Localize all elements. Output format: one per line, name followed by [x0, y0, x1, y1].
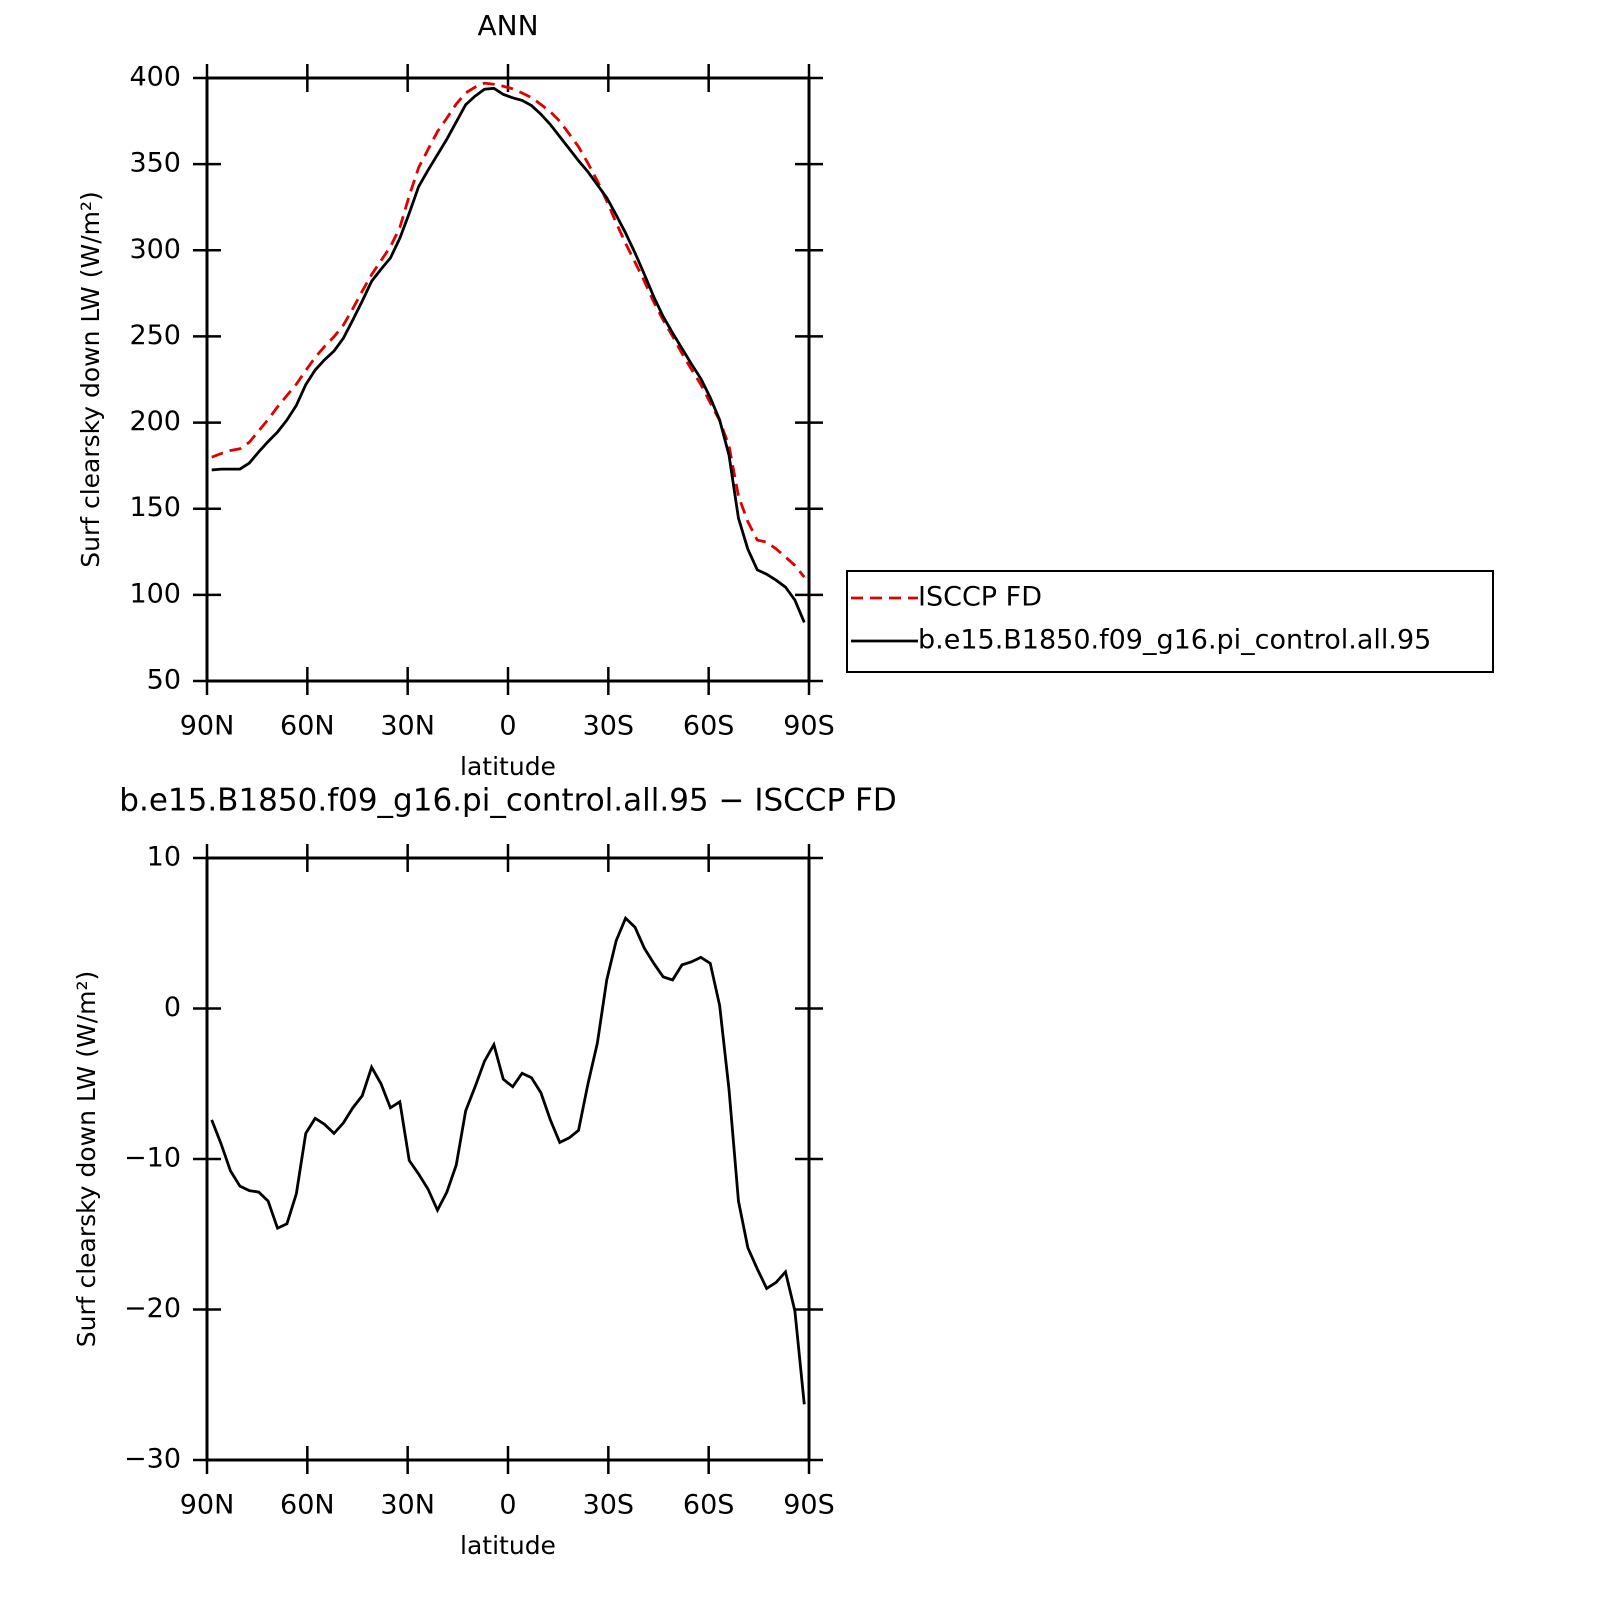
data-line [210, 915, 806, 1405]
x-tick-label: 0 [499, 711, 516, 742]
legend-label: b.e15.B1850.f09_g16.pi_control.all.95 [918, 625, 1431, 656]
y-tick-label: 300 [129, 234, 181, 265]
x-tick-label: 30N [380, 1490, 435, 1521]
data-line [211, 86, 806, 623]
legend-box [846, 570, 1494, 673]
y-tick-label: −10 [124, 1143, 181, 1174]
chart-title: b.e15.B1850.f09_g16.pi_control.all.95 − … [119, 783, 896, 819]
y-axis-label: Surf clearsky down LW (W/m²) [76, 191, 105, 568]
x-tick-label: 30S [583, 711, 635, 742]
data-line [211, 81, 806, 578]
y-tick-label: 0 [164, 992, 181, 1023]
y-tick-label: −30 [124, 1444, 181, 1475]
plot-frame [205, 856, 811, 1462]
legend-label: ISCCP FD [918, 582, 1042, 613]
x-tick-label: 90S [783, 711, 835, 742]
x-tick-label: 90S [783, 1490, 835, 1521]
y-tick-label: 350 [129, 148, 181, 179]
plot-frame [205, 76, 811, 683]
y-tick-label: 150 [129, 492, 181, 523]
y-tick-label: 400 [129, 62, 181, 93]
x-tick-label: 30N [380, 711, 435, 742]
x-axis-label: latitude [460, 752, 556, 781]
y-tick-label: 50 [147, 665, 181, 696]
y-tick-label: 10 [147, 842, 181, 873]
x-tick-label: 60S [683, 1490, 735, 1521]
x-tick-label: 0 [499, 1490, 516, 1521]
y-tick-label: 100 [129, 578, 181, 609]
x-tick-label: 90N [180, 1490, 235, 1521]
x-tick-label: 60S [683, 711, 735, 742]
x-tick-label: 60N [280, 1490, 335, 1521]
x-tick-label: 90N [180, 711, 235, 742]
x-axis-label: latitude [460, 1531, 556, 1560]
y-tick-label: 250 [129, 320, 181, 351]
x-tick-label: 30S [583, 1490, 635, 1521]
y-tick-label: 200 [129, 406, 181, 437]
x-tick-label: 60N [280, 711, 335, 742]
chart-title: ANN [477, 9, 538, 42]
y-tick-label: −20 [124, 1293, 181, 1324]
y-axis-label: Surf clearsky down LW (W/m²) [72, 971, 101, 1348]
